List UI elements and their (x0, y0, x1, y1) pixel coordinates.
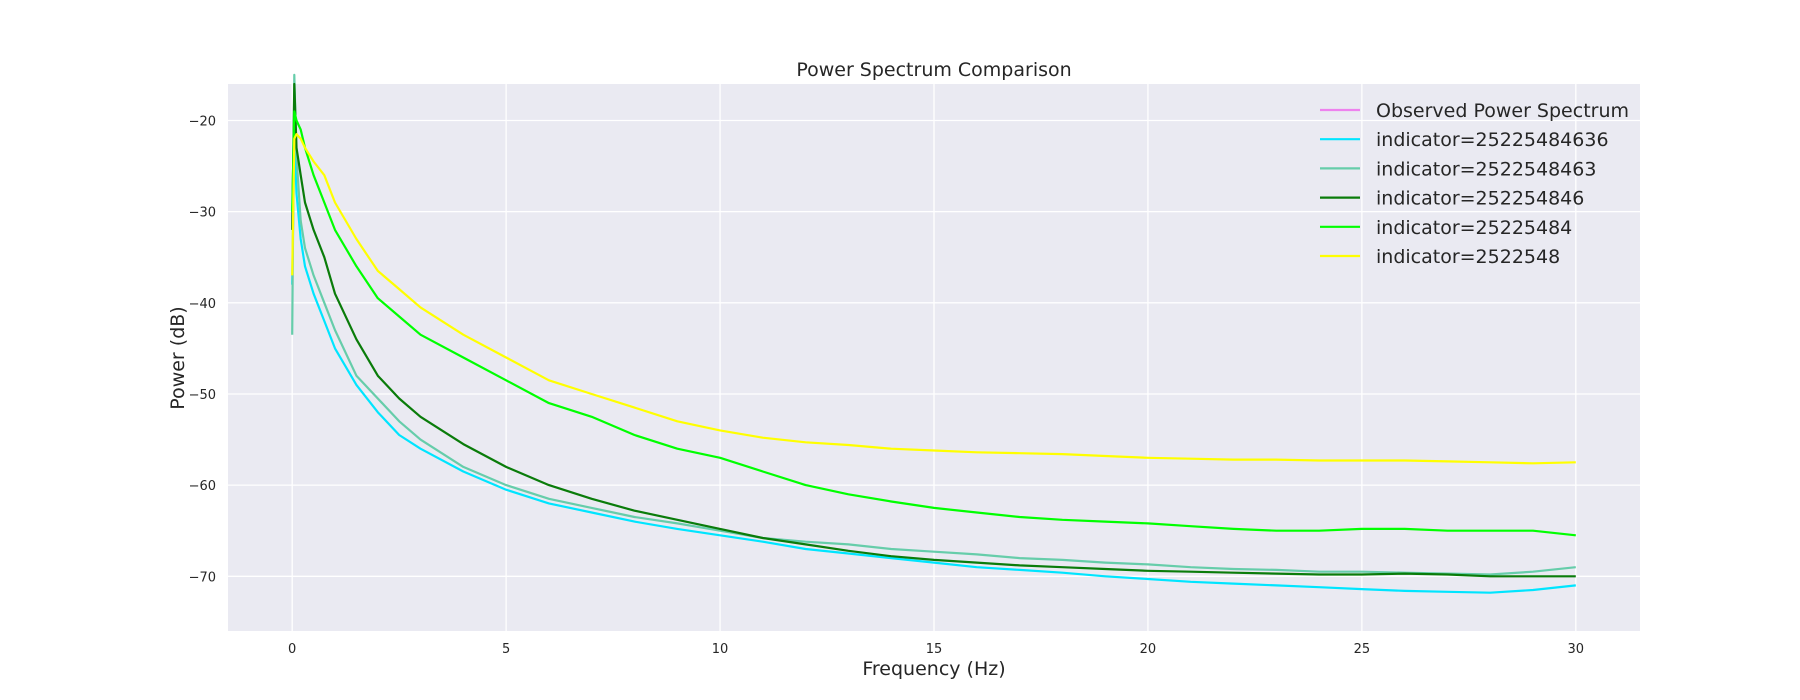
legend-entry: indicator=25225484636 (1376, 129, 1609, 151)
series-line (291, 133, 1576, 465)
series-lines (291, 73, 1576, 594)
series-line (291, 110, 1576, 537)
legend-entry: indicator=2522548463 (1376, 158, 1596, 180)
y-tick-label: −70 (189, 570, 216, 585)
y-tick-label: −30 (189, 206, 216, 221)
y-tick-label: −60 (189, 479, 216, 494)
legend-entry: indicator=2522548 (1376, 246, 1560, 268)
x-tick-label: 10 (712, 642, 729, 657)
y-tick-label: −40 (189, 297, 216, 312)
legend-entry: indicator=252254846 (1376, 188, 1584, 210)
x-tick-label: 30 (1568, 642, 1585, 657)
y-axis-label: Power (dB) (167, 306, 189, 409)
x-tick-label: 25 (1354, 642, 1371, 657)
y-tick-label: −50 (189, 388, 216, 403)
y-tick-label: −20 (189, 114, 216, 129)
tick-labels: 0 5 10 15 20 25 30 −20 −30 −40 −50 −60 −70 (189, 114, 1585, 657)
grid (228, 84, 1640, 631)
x-tick-label: 15 (926, 642, 943, 657)
legend: Observed Power Spectrum indicator=2522548… (1320, 100, 1629, 268)
x-tick-label: 5 (502, 642, 510, 657)
legend-entry: Observed Power Spectrum (1376, 100, 1629, 122)
x-axis-label: Frequency (Hz) (862, 658, 1005, 680)
chart-title: Power Spectrum Comparison (796, 59, 1071, 81)
legend-entry: indicator=25225484 (1376, 217, 1572, 239)
series-line (291, 82, 1576, 578)
series-line (291, 137, 1576, 594)
x-tick-label: 0 (288, 642, 296, 657)
x-tick-label: 20 (1140, 642, 1157, 657)
